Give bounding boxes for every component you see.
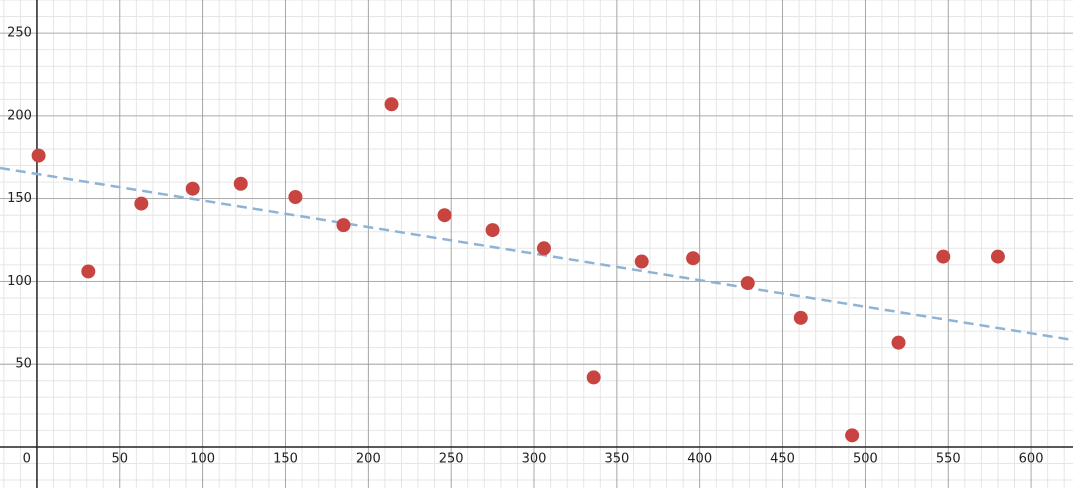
x-tick-label: 550	[936, 451, 961, 466]
x-tick-label: 300	[522, 451, 547, 466]
point	[185, 181, 200, 196]
point	[336, 218, 351, 233]
point	[586, 370, 601, 385]
point	[134, 196, 149, 211]
point	[634, 254, 649, 269]
trend-line	[0, 166, 1073, 342]
point	[384, 97, 399, 112]
point	[437, 208, 452, 223]
point	[81, 264, 96, 279]
y-tick-label: 250	[7, 26, 32, 41]
x-tick-label: 250	[439, 451, 464, 466]
point	[740, 276, 755, 291]
x-tick-label: 500	[853, 451, 878, 466]
point	[31, 148, 46, 163]
x-tick-label: 450	[770, 451, 795, 466]
point	[793, 310, 808, 325]
y-tick-label: 100	[7, 274, 32, 289]
x-tick-label: 400	[687, 451, 712, 466]
point	[891, 335, 906, 350]
point	[233, 176, 248, 191]
y-tick-label: 150	[7, 191, 32, 206]
x-tick-label: 100	[190, 451, 215, 466]
x-tick-label: 50	[112, 451, 129, 466]
point	[288, 189, 303, 204]
point	[686, 251, 701, 266]
x-tick-label: 0	[23, 451, 31, 466]
point	[936, 249, 951, 264]
point	[845, 428, 860, 443]
point	[536, 241, 551, 256]
point	[485, 223, 500, 238]
x-tick-label: 350	[604, 451, 629, 466]
point	[990, 249, 1005, 264]
y-tick-label: 50	[15, 357, 32, 372]
x-tick-label: 150	[273, 451, 298, 466]
y-tick-label: 200	[7, 108, 32, 123]
x-tick-label: 200	[356, 451, 381, 466]
x-tick-label: 600	[1019, 451, 1044, 466]
